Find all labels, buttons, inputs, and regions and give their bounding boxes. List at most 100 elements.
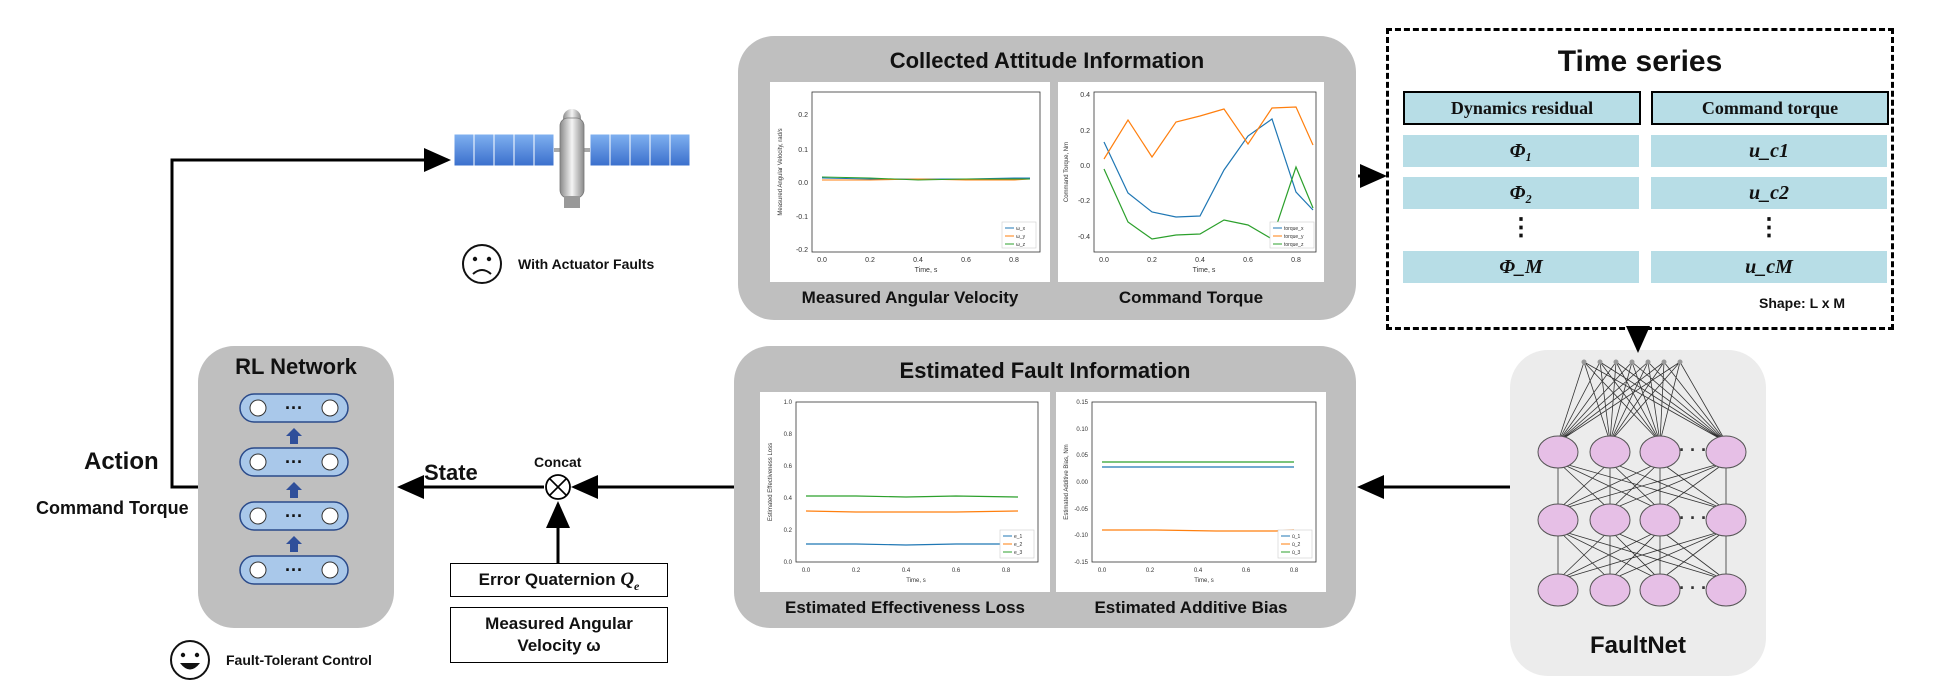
- ytick: 0.0: [1080, 163, 1090, 170]
- ytick: 0.4: [784, 496, 793, 502]
- y-axis-label: Estimated Effectiveness Loss: [768, 443, 774, 521]
- series-omega-z: [821, 176, 1030, 181]
- estimated-fault-panel: Estimated Fault Information 1.0 0.8 0.6 …: [734, 346, 1356, 628]
- xtick: 0.8: [1002, 568, 1011, 574]
- command-torque-caption: Command Torque: [1118, 288, 1264, 307]
- xtick: 0.4: [913, 257, 923, 264]
- xtick: 0.2: [1146, 568, 1155, 574]
- faultnet-node: [1537, 435, 1579, 469]
- ytick: -0.4: [1078, 234, 1090, 241]
- rl-network-layers: ··· ··· ··· ···: [239, 393, 349, 585]
- ytick: 0.0: [798, 180, 808, 187]
- legend-entry: ω_z: [1016, 242, 1026, 248]
- ytick: 0.2: [798, 112, 808, 119]
- series-torque-z: [1103, 165, 1314, 240]
- ytick: 0.15: [1076, 400, 1088, 406]
- x-axis-label: Time, s: [1193, 267, 1216, 274]
- shape-label: Shape: L x M: [1759, 295, 1846, 311]
- fault-tolerant-control-label: Fault-Tolerant Control: [226, 652, 372, 668]
- xtick: 0.2: [865, 257, 875, 264]
- xtick: 0.4: [902, 568, 911, 574]
- legend-entry: ū_1: [1292, 534, 1301, 540]
- faultnet-ellipsis: · · ·: [1679, 440, 1707, 460]
- legend-entry: ū_3: [1292, 550, 1301, 556]
- xtick: 0.0: [817, 257, 827, 264]
- rl-layer-ellipsis: ···: [285, 452, 303, 472]
- faultnet-node: [1589, 435, 1631, 469]
- rl-up-arrow: [286, 428, 302, 444]
- effectiveness-loss-legend: e_1 e_2 e_3: [999, 529, 1035, 559]
- dynamics-residual-cell: Φ_M: [1403, 251, 1639, 283]
- y-axis-label: Measured Angular Velocity, rad/s: [778, 128, 784, 215]
- ytick: 0.2: [784, 528, 793, 534]
- error-quaternion-box: Error Quaternion Qe: [450, 563, 668, 597]
- collected-attitude-title: Collected Attitude Information: [889, 48, 1205, 73]
- command-torque-yticks: 0.4 0.2 0.0 -0.2 -0.4: [1078, 92, 1090, 241]
- additive-bias-svg: 0.15 0.10 0.05 0.00 -0.05 -0.10 -0.15 0.…: [1064, 400, 1317, 584]
- ytick: 0.8: [784, 432, 793, 438]
- ytick: -0.15: [1074, 560, 1088, 566]
- ytick: 1.0: [784, 400, 793, 406]
- angular-velocity-yticks: 0.2 0.1 0.0 -0.1 -0.2: [796, 112, 808, 254]
- faultnet-block: · · · · · · · · · FaultNet: [1510, 350, 1766, 676]
- effectiveness-loss-yticks: 1.0 0.8 0.6 0.4 0.2 0.0: [784, 400, 793, 566]
- series-torque-y: [1103, 106, 1314, 160]
- additive-bias-legend: ū_1 ū_2 ū_3: [1277, 529, 1313, 559]
- xtick: 0.6: [952, 568, 961, 574]
- series-e3: [806, 495, 1019, 498]
- command-torque-cell: u_c2: [1651, 177, 1887, 209]
- faultnet-node: [1705, 573, 1747, 607]
- command-torque-label: Command Torque: [36, 498, 189, 518]
- rl-network-block: RL Network ··· ··· ··· ···: [198, 346, 394, 628]
- faultnet-node: [1537, 503, 1579, 537]
- measured-angular-velocity-line1: Measured Angular: [485, 614, 633, 633]
- legend-entry: e_3: [1014, 550, 1023, 556]
- error-quaternion-symbol: Qe: [620, 569, 640, 593]
- concat-label: Concat: [534, 454, 582, 470]
- additive-bias-plot: 0.15 0.10 0.05 0.00 -0.05 -0.10 -0.15 0.…: [1056, 392, 1326, 592]
- ytick: 0.0: [784, 560, 793, 566]
- angular-velocity-caption: Measured Angular Velocity: [801, 288, 1019, 307]
- command-torque-xticks: 0.0 0.2 0.4 0.6 0.8: [1099, 257, 1301, 264]
- xtick: 0.6: [1242, 568, 1251, 574]
- legend-entry: torque_z: [1284, 242, 1304, 248]
- x-axis-label: Time, s: [906, 578, 925, 584]
- ytick: -0.05: [1074, 507, 1088, 513]
- concat-operator: [545, 474, 571, 500]
- angular-velocity-legend: ω_x ω_y ω_z: [1001, 221, 1037, 249]
- command-torque-svg: 0.4 0.2 0.0 -0.2 -0.4 0.0 0.2 0.4 0.6 0.…: [1064, 91, 1317, 274]
- happy-face-icon: [170, 640, 210, 680]
- state-label: State: [424, 460, 478, 485]
- faultnet-graph: · · · · · · · · ·: [1537, 359, 1747, 607]
- rl-up-arrow: [286, 482, 302, 498]
- xtick: 0.2: [852, 568, 861, 574]
- additive-bias-caption: Estimated Additive Bias: [1094, 598, 1288, 617]
- legend-entry: e_1: [1014, 534, 1023, 540]
- xtick: 0.8: [1290, 568, 1299, 574]
- command-torque-header: Command torque: [1651, 91, 1889, 125]
- ytick: -0.2: [1078, 198, 1090, 205]
- sad-face-icon: [462, 244, 502, 284]
- ytick: 0.2: [1080, 128, 1090, 135]
- faultnet-ellipsis: · · ·: [1679, 508, 1707, 528]
- rl-layer-ellipsis: ···: [285, 506, 303, 526]
- xtick: 0.8: [1291, 257, 1301, 264]
- xtick: 0.6: [1243, 257, 1253, 264]
- command-torque-plot: 0.4 0.2 0.0 -0.2 -0.4 0.0 0.2 0.4 0.6 0.…: [1058, 82, 1324, 282]
- ytick: 0.05: [1076, 453, 1088, 459]
- ytick: 0.1: [798, 147, 808, 154]
- measured-angular-velocity-line2: Velocity ω: [517, 636, 601, 655]
- legend-entry: ω_x: [1016, 226, 1026, 232]
- series-torque-x: [1103, 118, 1314, 218]
- rl-layer: [239, 555, 349, 585]
- faultnet-ellipsis: · · ·: [1679, 578, 1707, 598]
- effectiveness-loss-caption: Estimated Effectiveness Loss: [785, 598, 1025, 617]
- dynamics-residual-ellipsis: ⋮: [1509, 214, 1533, 241]
- time-series-box: Time series Dynamics residual Command to…: [1386, 28, 1894, 330]
- angular-velocity-svg: 0.2 0.1 0.0 -0.1 -0.2 0.0 0.2 0.4 0.6 0.…: [778, 91, 1041, 274]
- xtick: 0.4: [1194, 568, 1203, 574]
- xtick: 0.0: [1099, 257, 1109, 264]
- command-torque-legend: torque_x torque_y torque_z: [1269, 221, 1315, 249]
- ytick: -0.1: [796, 214, 808, 221]
- error-quaternion-label: Error Quaternion: [478, 570, 616, 589]
